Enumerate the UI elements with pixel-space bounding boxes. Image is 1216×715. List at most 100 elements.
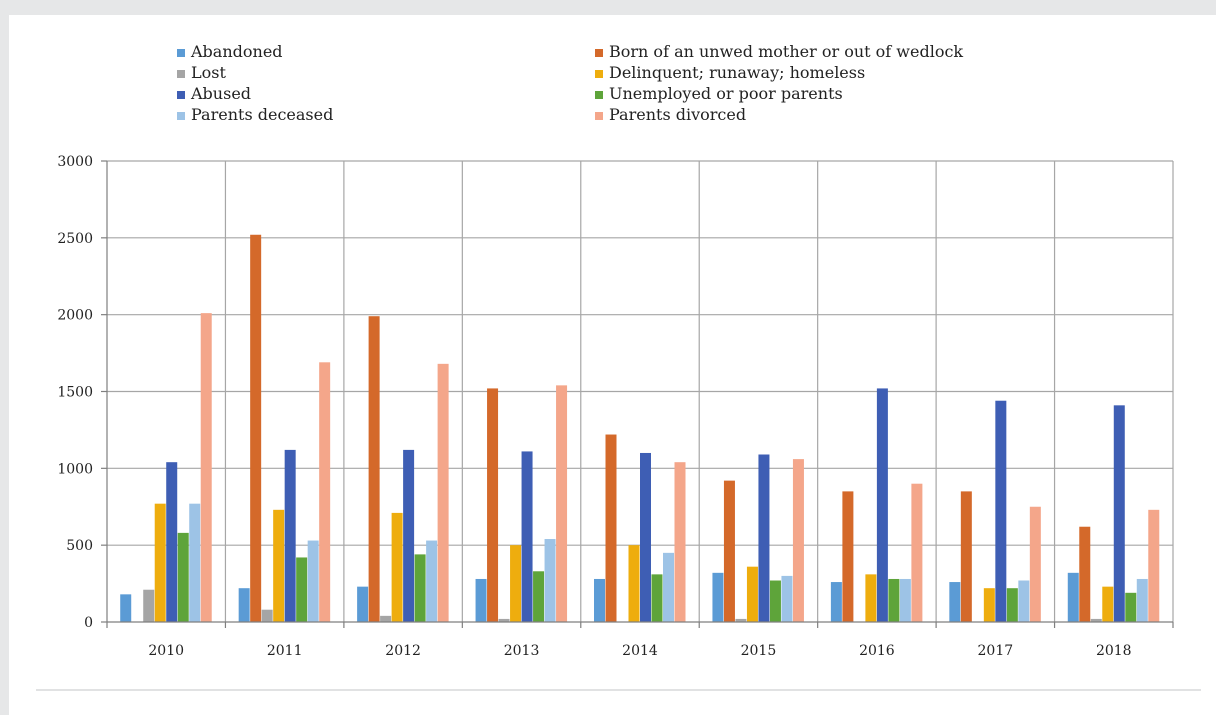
- legend-entry-4: Abused: [190, 84, 251, 103]
- bar-2010-series-4: [166, 462, 178, 622]
- chart-grid: [107, 160, 1174, 622]
- bar-2017-series-3: [983, 588, 995, 622]
- bar-2011-series-0: [238, 588, 250, 622]
- bar-2018-series-0: [1067, 572, 1079, 622]
- bar-2011-series-3: [273, 509, 285, 622]
- x-tick-label-2010: 2010: [148, 643, 184, 659]
- bar-2010-series-2: [143, 589, 155, 622]
- x-tick-label-2017: 2017: [978, 643, 1014, 659]
- bar-2016-series-6: [899, 578, 911, 622]
- bar-2010-series-6: [189, 503, 201, 622]
- bar-2017-series-6: [1018, 580, 1030, 622]
- bar-2015-series-4: [758, 454, 770, 622]
- bar-2018-series-6: [1136, 578, 1148, 622]
- y-axis-tick-labels: 0 500 1000 1500 2000 2500 3000: [57, 154, 93, 631]
- bar-2010-series-5: [177, 532, 189, 622]
- bar-2014-series-3: [628, 545, 640, 622]
- legend-entry-5: Unemployed or poor parents: [609, 84, 843, 103]
- bar-2014-series-6: [663, 552, 674, 622]
- chart-legend: Abandoned Born of an unwed mother or out …: [177, 42, 963, 124]
- y-tick-label: 1000: [57, 461, 93, 477]
- bar-2017-series-4: [995, 400, 1007, 622]
- bar-2011-series-5: [296, 557, 308, 622]
- bar-2012-series-6: [426, 540, 438, 622]
- bar-2015-series-1: [723, 480, 735, 622]
- bar-2015-series-3: [746, 566, 758, 622]
- bar-chart: Abandoned Born of an unwed mother or out …: [36, 42, 1201, 691]
- bar-2013-series-6: [544, 539, 556, 622]
- bar-2010-series-0: [120, 594, 132, 622]
- x-axis-tick-labels: 2010 2011 2012 2013 2014 2015 2016 2017 2018: [148, 643, 1131, 659]
- bar-2011-series-7: [319, 362, 331, 622]
- bar-2011-series-4: [284, 449, 296, 622]
- bar-2018-series-7: [1148, 509, 1160, 622]
- legend-swatch-0: [177, 49, 185, 57]
- chart-axes: [101, 160, 1174, 628]
- legend-entry-0: Abandoned: [190, 42, 283, 61]
- legend-swatch-6: [177, 112, 185, 120]
- bar-2018-series-5: [1125, 592, 1137, 622]
- y-tick-label: 500: [66, 538, 93, 554]
- x-tick-label-2018: 2018: [1096, 643, 1132, 659]
- bar-2014-series-1: [605, 434, 617, 622]
- bar-2013-series-1: [487, 388, 499, 622]
- bar-2018-series-3: [1102, 586, 1114, 622]
- bar-2016-series-1: [842, 491, 854, 622]
- bar-2011-series-2: [261, 609, 273, 622]
- legend-entry-2: Lost: [191, 63, 226, 82]
- y-tick-label: 1500: [57, 385, 93, 401]
- bar-2016-series-5: [888, 578, 900, 622]
- bar-2013-series-5: [533, 571, 545, 622]
- legend-entry-6: Parents deceased: [191, 105, 333, 124]
- bar-2010-series-7: [200, 313, 212, 622]
- y-tick-label: 2500: [57, 231, 93, 247]
- bar-2013-series-7: [556, 385, 568, 622]
- legend-entry-7: Parents divorced: [609, 105, 746, 124]
- legend-swatch-3: [595, 70, 603, 78]
- x-tick-label-2016: 2016: [859, 643, 895, 659]
- bar-2012-series-3: [391, 512, 403, 622]
- bar-2018-series-1: [1079, 526, 1091, 622]
- bar-2014-series-5: [651, 574, 663, 622]
- bar-2013-series-4: [521, 451, 533, 622]
- bar-2012-series-7: [437, 363, 449, 622]
- bar-2013-series-3: [510, 545, 522, 622]
- bar-2011-series-6: [307, 540, 319, 622]
- legend-entry-1: Born of an unwed mother or out of wedloc…: [609, 42, 963, 61]
- bar-2015-series-6: [781, 575, 793, 622]
- bar-2016-series-7: [911, 483, 923, 622]
- bar-2017-series-1: [960, 491, 972, 622]
- y-tick-label: 3000: [57, 154, 93, 170]
- bar-2017-series-5: [1006, 588, 1018, 622]
- bar-2015-series-2: [735, 618, 747, 622]
- x-tick-label-2014: 2014: [622, 643, 658, 659]
- x-tick-label-2011: 2011: [267, 643, 303, 659]
- chart-card: Abandoned Born of an unwed mother or out …: [9, 15, 1216, 715]
- bar-2017-series-7: [1029, 506, 1041, 622]
- bar-2016-series-3: [865, 574, 877, 622]
- bar-2014-series-7: [674, 462, 686, 622]
- legend-swatch-5: [595, 91, 603, 99]
- legend-swatch-7: [595, 112, 603, 120]
- bar-2018-series-2: [1090, 618, 1102, 622]
- x-tick-label-2013: 2013: [504, 643, 540, 659]
- legend-swatch-1: [595, 49, 603, 57]
- bar-2017-series-0: [949, 582, 961, 622]
- bar-2010-series-3: [154, 503, 166, 622]
- bar-2011-series-1: [250, 234, 262, 622]
- legend-swatch-4: [177, 91, 185, 99]
- bar-2012-series-4: [403, 449, 415, 622]
- bar-2016-series-4: [876, 388, 888, 622]
- bar-2016-series-0: [830, 582, 842, 622]
- bar-2013-series-0: [475, 578, 487, 622]
- legend-entry-3: Delinquent; runaway; homeless: [609, 63, 865, 82]
- y-tick-label: 2000: [57, 308, 93, 324]
- bar-2015-series-7: [792, 459, 804, 622]
- bar-2014-series-4: [640, 452, 651, 622]
- x-tick-label-2015: 2015: [741, 643, 777, 659]
- bar-2012-series-2: [380, 615, 392, 622]
- bar-2014-series-0: [594, 578, 605, 622]
- y-tick-label: 0: [84, 615, 93, 631]
- bar-2015-series-0: [712, 572, 724, 622]
- chart-bars: [120, 234, 1160, 622]
